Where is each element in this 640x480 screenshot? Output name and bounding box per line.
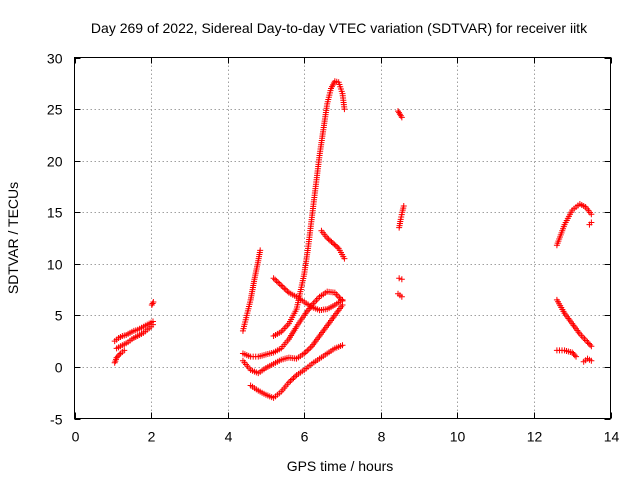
x-tick-label: 2 xyxy=(148,429,156,445)
plot-frame xyxy=(74,57,611,419)
x-tick-label: 12 xyxy=(527,429,543,445)
data-track xyxy=(395,108,405,121)
axis-tick-labels: 0 2 4 6 8 10 12 14 -5 0 5 10 15 20 25 30 xyxy=(47,51,620,445)
y-tick-label: 30 xyxy=(47,51,63,67)
data-track xyxy=(396,203,407,231)
data-track xyxy=(113,321,156,352)
data-track xyxy=(553,296,595,350)
data-track xyxy=(111,347,128,366)
x-tick-label: 0 xyxy=(72,429,80,445)
y-tick-label: 20 xyxy=(47,154,63,170)
x-axis-label: GPS time / hours xyxy=(287,458,394,474)
y-tick-label: 25 xyxy=(47,102,63,118)
data-track xyxy=(553,200,595,249)
data-track xyxy=(396,275,405,283)
x-tick-label: 10 xyxy=(450,429,466,445)
x-tick-label: 6 xyxy=(301,429,309,445)
y-axis-label: SDTVAR / TECUs xyxy=(5,182,21,294)
data-track xyxy=(580,355,595,365)
data-track xyxy=(318,227,348,262)
grid xyxy=(74,57,611,419)
data-track xyxy=(270,78,348,339)
chart-title: Day 269 of 2022, Sidereal Day-to-day VTE… xyxy=(91,20,588,36)
data-track xyxy=(586,219,595,228)
x-tick-label: 14 xyxy=(604,429,620,445)
data-points xyxy=(111,78,595,401)
data-track xyxy=(247,342,346,401)
data-track xyxy=(148,298,157,309)
data-track xyxy=(111,318,156,345)
data-track xyxy=(395,290,405,300)
x-tick-label: 8 xyxy=(378,429,386,445)
data-track xyxy=(553,347,580,360)
y-tick-label: 5 xyxy=(55,308,63,324)
x-tick-label: 4 xyxy=(225,429,233,445)
data-track xyxy=(239,247,264,334)
axis-ticks xyxy=(74,57,612,420)
y-tick-label: 0 xyxy=(55,360,63,376)
y-tick-label: 15 xyxy=(47,205,63,221)
data-track xyxy=(239,302,346,377)
y-tick-label: 10 xyxy=(47,257,63,273)
y-tick-label: -5 xyxy=(50,412,63,428)
